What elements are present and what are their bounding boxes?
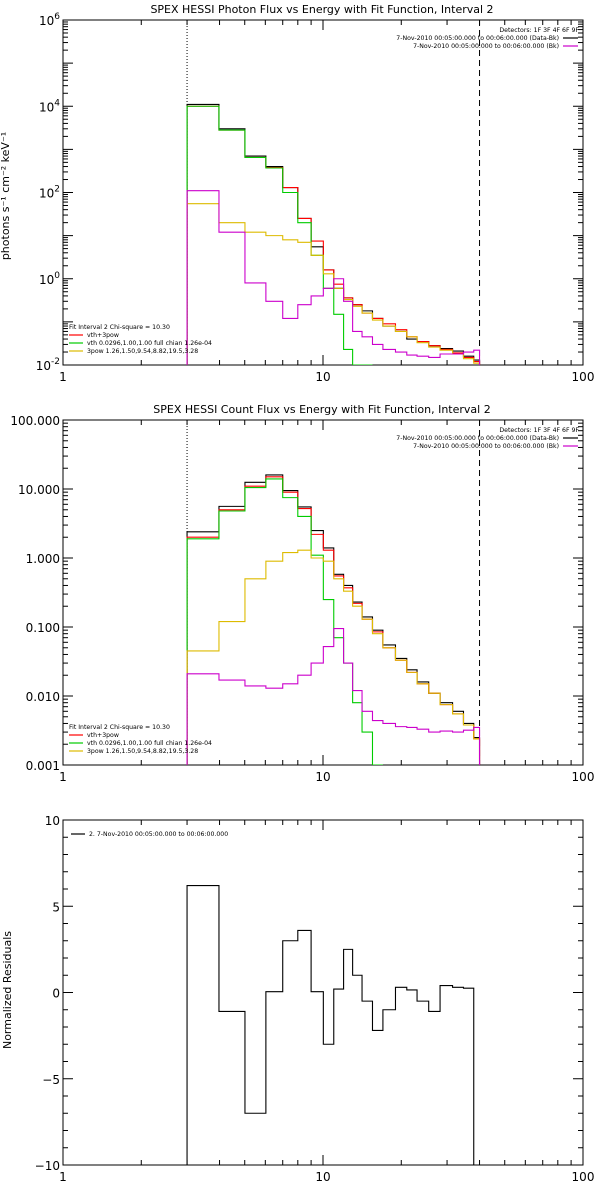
series-data-bk-line [186, 103, 481, 365]
count-flux-title: SPEX HESSI Count Flux vs Energy with Fit… [153, 403, 490, 416]
legend-entry: 7-Nov-2010 00:05:00.000 to 00:06:00.000 … [413, 43, 559, 50]
series-bk-line [186, 627, 481, 765]
y-tick-label: −5 [42, 1073, 60, 1087]
count-flux-panel: SPEX HESSI Count Flux vs Energy with Fit… [10, 403, 594, 784]
y-tick-label: −10 [35, 1159, 60, 1173]
x-tick-label: 1 [59, 770, 67, 784]
series-group [186, 885, 475, 1165]
x-tick-label: 100 [572, 770, 595, 784]
legend-entry: vth+3pow [87, 332, 119, 339]
legend-entry: vth 0.0296,1.00,1.00 full chian 1.26e-04 [87, 740, 212, 747]
y-tick-label: 0.100 [26, 621, 60, 635]
y-tick-exponent: 0 [54, 271, 60, 281]
y-tick-label: 106 [39, 12, 60, 28]
series-vth-line [186, 478, 383, 765]
y-tick-exponent: -2 [51, 357, 60, 367]
y-tick-base: 10 [39, 187, 54, 201]
y-tick-label: 10 [45, 814, 60, 828]
y-tick-exponent: 4 [54, 98, 60, 108]
legend-entry: 3pow 1.26,1.50,9.54,8.82,19.5,3.28 [87, 748, 198, 755]
series-bk-line [186, 190, 481, 365]
series-3pow-line [186, 203, 481, 365]
y-tick-exponent: 2 [54, 185, 60, 195]
residuals-ylabel: Normalized Residuals [1, 931, 14, 1049]
y-tick-base: 10 [39, 273, 54, 287]
series-2--line [186, 885, 475, 1165]
y-tick-label: 100 [39, 271, 60, 287]
y-tick-label: 1.000 [26, 552, 60, 566]
x-tick-label: 10 [315, 770, 330, 784]
residuals-plot-area: 1 10 100 −10 −5 0 5 10 2. 7-Nov-2010 00:05:00.00… [35, 814, 595, 1184]
y-tick-label: 100.000 [10, 414, 60, 428]
y-tick-base: 10 [36, 359, 51, 373]
legend-entry: vth+3pow [87, 732, 119, 739]
y-tick-label: 0.001 [26, 759, 60, 773]
y-tick-label: 104 [39, 98, 60, 114]
count-flux-plot-area: 1 10 100 0.001 0.010 0.100 1.000 10.000 100.000 D… [10, 414, 594, 784]
legend-entry: Fit Interval 2 Chi-square = 10.30 [69, 724, 170, 731]
x-tick-label: 10 [315, 370, 330, 384]
y-tick-label: 102 [39, 185, 60, 201]
series-vth-line [186, 105, 373, 365]
y-tick-label: 0.010 [26, 690, 60, 704]
legend-entry: 2. 7-Nov-2010 00:05:00.000 to 00:06:00.0… [89, 831, 228, 838]
series-group [186, 103, 481, 365]
legend-entry: 3pow 1.26,1.50,9.54,8.82,19.5,3.28 [87, 348, 198, 355]
y-tick-exponent: 6 [54, 12, 60, 22]
series-vth-3pow-line [186, 105, 481, 365]
photon-flux-panel: SPEX HESSI Photon Flux vs Energy with Fi… [0, 3, 594, 384]
legend-entry: Detectors: 1F 3F 4F 6F 9F [499, 427, 579, 434]
x-tick-label: 100 [572, 370, 595, 384]
y-tick-base: 10 [39, 14, 54, 28]
y-tick-label: 10-2 [36, 357, 60, 373]
y-tick-label: 10.000 [18, 483, 60, 497]
x-tick-label: 1 [59, 1170, 67, 1184]
photon-flux-title: SPEX HESSI Photon Flux vs Energy with Fi… [150, 3, 493, 16]
legend-entry: Detectors: 1F 3F 4F 6F 9F [499, 27, 579, 34]
legend-entry: 7-Nov-2010 00:05:00.000 to 00:06:00.000 … [396, 435, 559, 442]
y-tick-label: 0 [52, 987, 60, 1001]
residuals-panel: Normalized Residuals 1 10 100 −10 −5 0 5 10 2. 7… [1, 814, 594, 1184]
legend-entry: 7-Nov-2010 00:05:00.000 to 00:06:00.000 … [396, 35, 559, 42]
series-group [186, 474, 481, 765]
plot-frame [62, 19, 584, 366]
y-tick-base: 10 [39, 100, 54, 114]
photon-flux-ylabel: photons s⁻¹ cm⁻² keV⁻¹ [0, 132, 12, 260]
legend-entry: vth 0.0296,1.00,1.00 full chian 1.26e-04 [87, 340, 212, 347]
x-tick-label: 10 [315, 1170, 330, 1184]
y-tick-label: 5 [52, 900, 60, 914]
x-tick-label: 1 [59, 370, 67, 384]
series-3pow-line [186, 549, 481, 765]
legend-entry: 7-Nov-2010 00:05:00.000 to 00:06:00.000 … [413, 443, 559, 450]
x-tick-label: 100 [572, 1170, 595, 1184]
legend-entry: Fit Interval 2 Chi-square = 10.30 [69, 324, 170, 331]
